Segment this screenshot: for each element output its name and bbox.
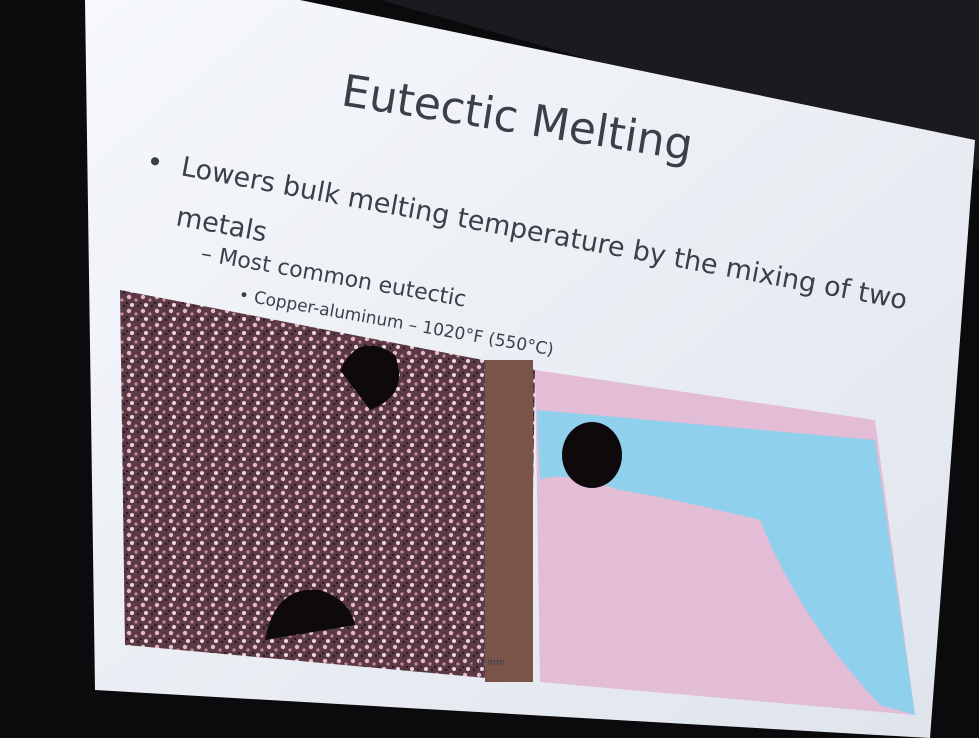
mount-edge xyxy=(485,360,533,682)
scale-bar-label: 1.0 mm xyxy=(470,658,505,668)
pore xyxy=(562,422,622,488)
photo: 1.0 mm Eutectic Melting • Lowers bulk me… xyxy=(0,0,979,738)
